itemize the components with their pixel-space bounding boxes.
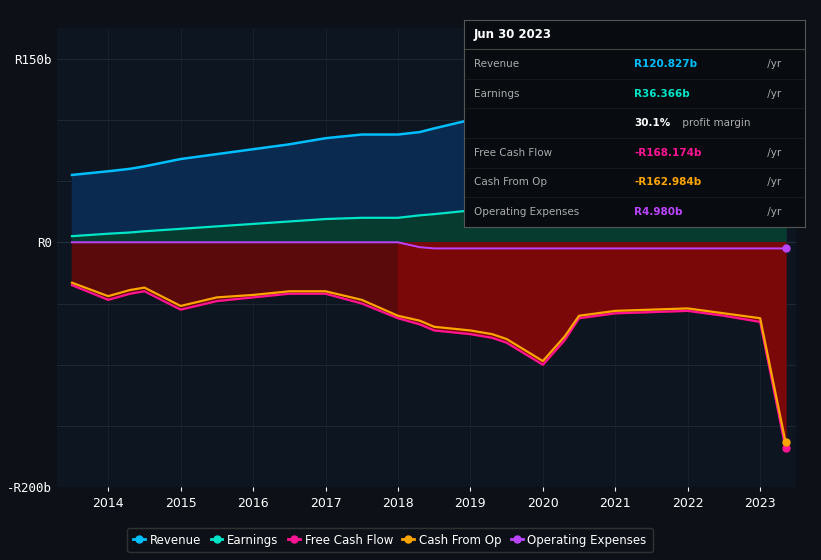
- Text: -R162.984b: -R162.984b: [635, 178, 701, 188]
- Text: /yr: /yr: [764, 178, 781, 188]
- Text: /yr: /yr: [764, 59, 781, 69]
- Text: profit margin: profit margin: [678, 118, 750, 128]
- Text: Jun 30 2023: Jun 30 2023: [474, 28, 552, 41]
- Text: /yr: /yr: [764, 88, 781, 99]
- Text: /yr: /yr: [764, 207, 781, 217]
- Text: Earnings: Earnings: [474, 88, 520, 99]
- Text: R4.980b: R4.980b: [635, 207, 683, 217]
- Text: Cash From Op: Cash From Op: [474, 178, 547, 188]
- Text: R120.827b: R120.827b: [635, 59, 697, 69]
- Text: R36.366b: R36.366b: [635, 88, 690, 99]
- Text: 30.1%: 30.1%: [635, 118, 671, 128]
- Text: -R168.174b: -R168.174b: [635, 148, 702, 158]
- Text: Revenue: Revenue: [474, 59, 519, 69]
- Legend: Revenue, Earnings, Free Cash Flow, Cash From Op, Operating Expenses: Revenue, Earnings, Free Cash Flow, Cash …: [127, 528, 653, 553]
- Text: Free Cash Flow: Free Cash Flow: [474, 148, 553, 158]
- Text: Operating Expenses: Operating Expenses: [474, 207, 580, 217]
- Text: /yr: /yr: [764, 148, 781, 158]
